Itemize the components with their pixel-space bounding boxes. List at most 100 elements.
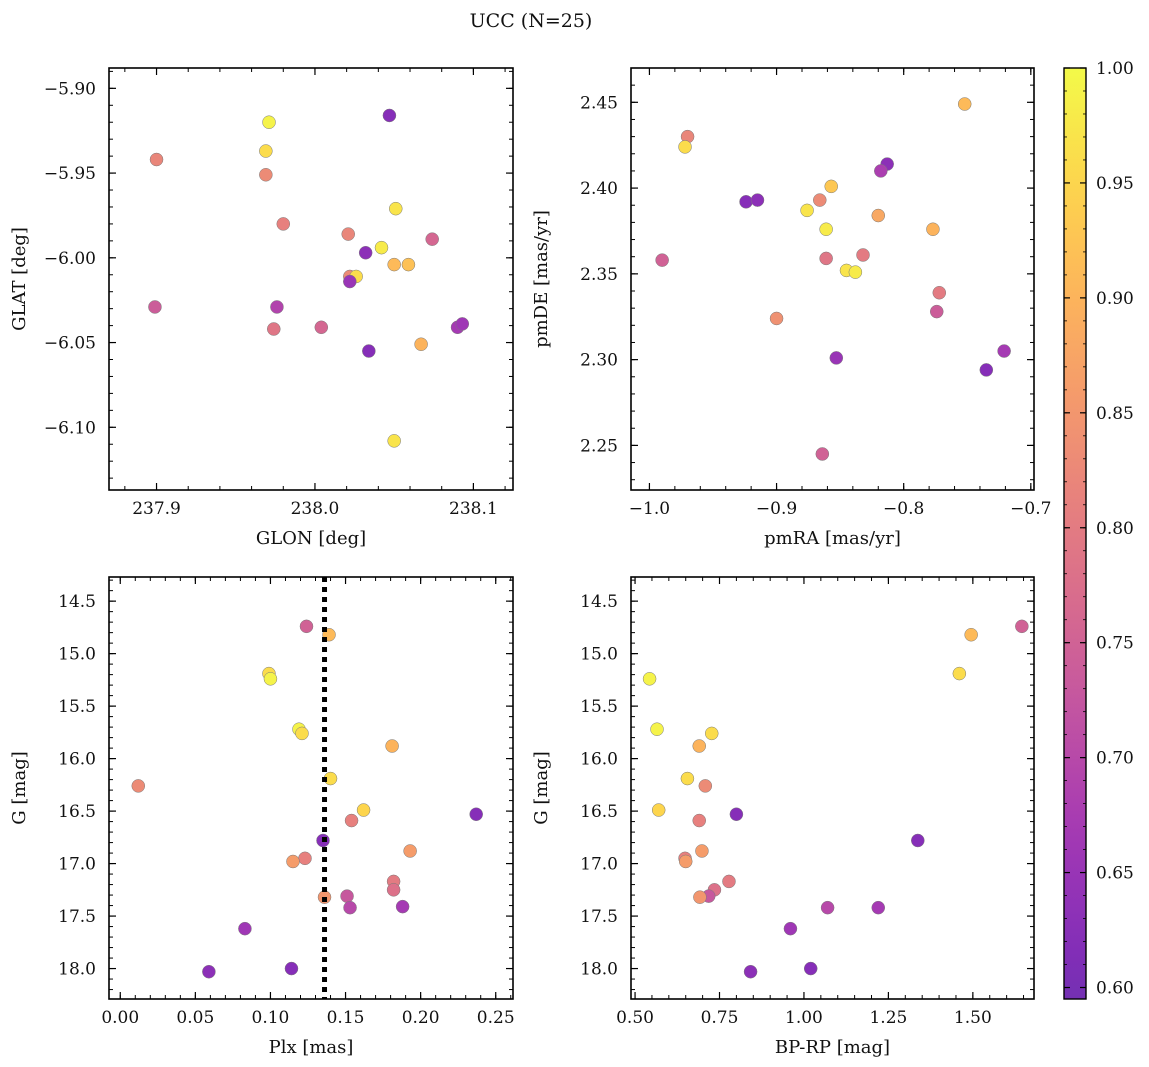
data-point	[356, 803, 371, 817]
y-tick-label: −5.90	[44, 79, 96, 99]
colorbar-tick-label: 0.80	[1096, 519, 1134, 539]
y-tick-label: 14.5	[580, 592, 618, 612]
x-tick-label: 237.9	[132, 499, 181, 519]
data-point	[743, 964, 758, 979]
data-point	[692, 739, 706, 753]
y-axis-label: GLAT [deg]	[9, 227, 30, 331]
data-point	[314, 320, 329, 335]
data-point	[926, 222, 940, 237]
data-point	[642, 672, 657, 686]
data-point	[343, 274, 357, 289]
x-tick-label: 0.20	[402, 1008, 440, 1028]
data-point	[259, 168, 273, 182]
data-point	[824, 179, 838, 194]
data-point	[911, 833, 925, 848]
data-point	[263, 672, 278, 686]
y-tick-label: −5.95	[44, 164, 96, 184]
data-point	[284, 961, 299, 976]
figure-title: UCC (N=25)	[470, 10, 593, 32]
data-point	[848, 265, 863, 279]
y-tick-label: 16.5	[580, 802, 618, 822]
data-point	[678, 140, 692, 154]
y-tick-label: 16.0	[580, 750, 618, 770]
colorbar-tick-label: 1.00	[1096, 59, 1134, 79]
data-point	[820, 900, 835, 915]
data-point	[148, 300, 162, 314]
data-point	[262, 115, 276, 129]
data-point	[964, 627, 978, 642]
y-tick-label: 17.5	[58, 907, 96, 927]
y-tick-label: 17.0	[58, 855, 96, 875]
data-point	[997, 344, 1011, 358]
data-point	[952, 666, 967, 681]
data-point	[131, 779, 146, 793]
y-tick-label: 2.45	[580, 93, 618, 113]
data-point	[286, 854, 300, 869]
x-tick-label: 0.75	[701, 1008, 739, 1028]
data-point	[267, 322, 281, 336]
panel-glon-glat: 237.9 238.0 238.1 −5.90 −5.95 −6.00 −6.05 −6.10…	[9, 67, 514, 549]
data-point	[874, 164, 888, 178]
x-tick-label: 238.1	[449, 499, 498, 519]
x-tick-label: −0.9	[756, 499, 797, 519]
data-point	[259, 144, 273, 158]
axes-frame	[630, 576, 1035, 1000]
data-point	[374, 240, 389, 255]
data-point	[678, 854, 693, 869]
y-tick-label: −6.00	[44, 249, 96, 269]
data-point	[387, 257, 401, 272]
data-point	[813, 193, 827, 207]
data-point	[401, 257, 416, 272]
y-tick-label: −6.10	[44, 418, 96, 438]
data-point	[929, 304, 944, 319]
y-tick-label: 16.0	[58, 750, 96, 770]
x-tick-label: 1.50	[954, 1008, 992, 1028]
y-tick-label: 15.0	[58, 645, 96, 665]
colorbar-tick-label: 0.85	[1096, 404, 1134, 424]
y-tick-label: 15.0	[580, 645, 618, 665]
data-point	[362, 344, 376, 358]
x-tick-label: 0.00	[101, 1008, 139, 1028]
data-point	[800, 203, 814, 218]
x-axis-label: BP-RP [mag]	[775, 1037, 890, 1058]
y-tick-label: 2.30	[580, 351, 618, 371]
colorbar-tick-label: 0.60	[1096, 979, 1134, 999]
data-point	[979, 363, 994, 377]
data-point	[698, 779, 713, 793]
x-tick-label: −0.8	[883, 499, 924, 519]
y-tick-label: 2.35	[580, 265, 618, 285]
x-tick-label: −0.7	[1010, 499, 1051, 519]
x-tick-label: −1.0	[629, 499, 670, 519]
y-tick-label: 18.0	[580, 960, 618, 980]
x-tick-label: 0.50	[616, 1008, 654, 1028]
data-point	[455, 317, 470, 331]
data-point	[389, 201, 403, 216]
x-tick-label: 238.0	[291, 499, 340, 519]
data-point	[358, 245, 373, 260]
y-tick-label: 2.25	[580, 436, 618, 456]
data-point	[382, 108, 397, 123]
y-tick-label: 17.0	[580, 855, 618, 875]
data-point	[395, 899, 410, 914]
data-point	[276, 217, 291, 231]
x-axis-label: Plx [mas]	[269, 1037, 354, 1058]
data-point	[425, 232, 439, 246]
data-point	[651, 803, 666, 817]
x-tick-label: 0.15	[327, 1008, 365, 1028]
axes-frame	[108, 67, 514, 491]
data-point	[344, 813, 359, 828]
panel-pmra-pmde: −1.0 −0.9 −0.8 −0.7 2.25 2.30 2.35 2.40 2.45 pmRA…	[531, 67, 1051, 549]
colorbar-tick-label: 0.90	[1096, 289, 1134, 309]
data-point	[295, 726, 309, 741]
y-tick-label: 16.5	[58, 802, 96, 822]
colorbar-tick-label: 0.75	[1096, 634, 1134, 654]
x-tick-label: 0.25	[477, 1008, 515, 1028]
data-point	[815, 447, 830, 461]
axes-frame	[630, 67, 1035, 491]
y-tick-label: 2.40	[580, 179, 618, 199]
data-point	[650, 722, 664, 736]
y-axis-label: G [mag]	[531, 751, 552, 824]
y-tick-label: 17.5	[580, 907, 618, 927]
